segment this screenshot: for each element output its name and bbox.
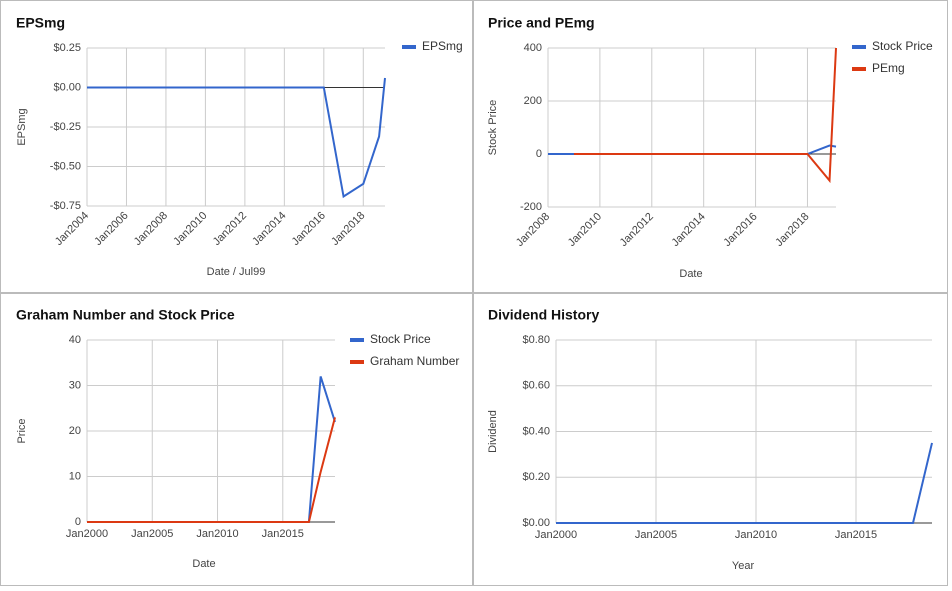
y-tick-label: -$0.75 [50, 200, 81, 212]
chart-title: Price and PEmg [488, 15, 595, 31]
y-axis-label: EPSmg [16, 108, 28, 145]
x-tick-label: Jan2005 [131, 528, 173, 540]
y-tick-label: $0.80 [522, 334, 550, 346]
y-tick-label: 20 [69, 425, 81, 437]
y-tick-label: 0 [75, 516, 81, 528]
y-tick-label: $0.00 [522, 517, 550, 529]
y-tick-label: $0.20 [522, 471, 550, 483]
panel [473, 293, 948, 586]
y-tick-label: -$0.25 [50, 121, 81, 133]
y-tick-label: 30 [69, 379, 81, 391]
legend-swatch [350, 338, 364, 342]
x-axis-label: Date [679, 268, 702, 280]
x-tick-label: Jan2010 [196, 528, 238, 540]
legend-swatch [852, 67, 866, 71]
x-tick-label: Jan2000 [66, 528, 108, 540]
panel [473, 0, 948, 293]
legend-swatch [350, 360, 364, 364]
y-tick-label: -200 [520, 201, 542, 213]
legend-swatch [402, 45, 416, 49]
legend-label: PEmg [872, 61, 905, 75]
series-line [87, 417, 336, 523]
y-tick-label: $0.25 [53, 42, 81, 54]
x-tick-label: Jan2015 [835, 529, 877, 541]
x-tick-label: Jan2000 [535, 529, 577, 541]
x-tick-label: Jan2010 [735, 529, 777, 541]
y-axis-label: Dividend [487, 410, 499, 453]
x-axis-label: Year [732, 560, 755, 572]
x-tick-label: Jan2005 [635, 529, 677, 541]
y-tick-label: -$0.50 [50, 160, 81, 172]
legend-swatch [852, 45, 866, 49]
y-tick-label: 200 [524, 95, 542, 107]
y-tick-label: 400 [524, 42, 542, 54]
legend-label: Graham Number [370, 354, 459, 368]
y-axis-label: Stock Price [487, 100, 499, 156]
y-tick-label: 10 [69, 470, 81, 482]
x-axis-label: Date / Jul99 [207, 266, 266, 278]
y-tick-label: $0.00 [53, 81, 81, 93]
y-tick-label: 0 [536, 148, 542, 160]
legend-label: EPSmg [422, 39, 463, 53]
series-line [87, 77, 386, 199]
chart-title: Dividend History [488, 307, 599, 323]
panel [0, 293, 473, 586]
y-axis-label: Price [16, 418, 28, 443]
legend-label: Stock Price [370, 332, 431, 346]
y-tick-label: $0.40 [522, 425, 550, 437]
legend-label: Stock Price [872, 39, 933, 53]
chart-title: Graham Number and Stock Price [16, 307, 235, 323]
panel [0, 0, 473, 293]
series-line [573, 47, 837, 184]
x-axis-label: Date [192, 558, 215, 570]
y-tick-label: $0.60 [522, 380, 550, 392]
chart-title: EPSmg [16, 15, 65, 31]
x-tick-label: Jan2015 [262, 528, 304, 540]
series-line [556, 442, 933, 524]
y-tick-label: 40 [69, 334, 81, 346]
